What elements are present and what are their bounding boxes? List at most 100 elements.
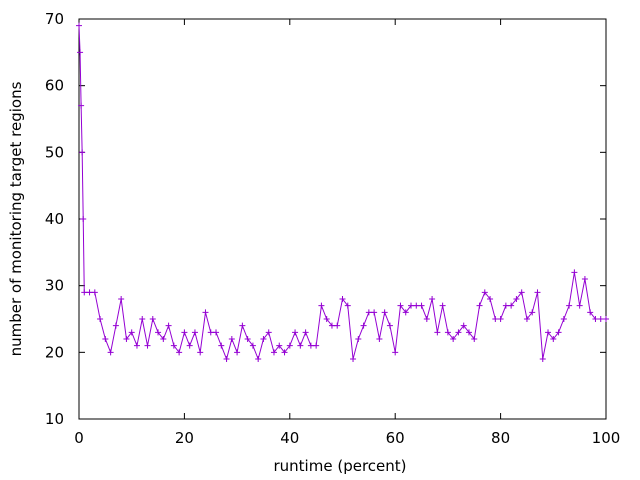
data-point xyxy=(334,322,341,329)
data-point xyxy=(91,289,98,296)
data-point xyxy=(213,329,220,336)
data-point xyxy=(502,302,509,309)
data-point xyxy=(529,309,536,316)
data-point xyxy=(392,349,399,356)
data-point xyxy=(197,349,204,356)
data-point xyxy=(539,356,546,362)
data-point xyxy=(260,336,267,342)
data-point xyxy=(444,329,451,336)
y-tick-label: 40 xyxy=(45,210,64,228)
data-point xyxy=(365,309,372,316)
data-point xyxy=(487,296,494,302)
data-point xyxy=(566,302,573,309)
tick-labels: 0 20 40 60 80 100 10 20 30 40 50 60 70 xyxy=(45,10,620,447)
data-point xyxy=(592,316,599,322)
series-markers xyxy=(76,22,609,362)
data-point xyxy=(133,342,140,349)
data-point xyxy=(81,289,88,296)
data-point xyxy=(318,302,325,309)
data-point xyxy=(255,356,262,362)
y-tick-label: 70 xyxy=(45,10,64,28)
data-point xyxy=(560,316,567,322)
data-point xyxy=(534,289,541,296)
data-point xyxy=(360,322,367,329)
data-point xyxy=(408,302,415,309)
data-point xyxy=(249,342,256,349)
data-point xyxy=(471,336,478,342)
data-point xyxy=(78,102,85,109)
data-point xyxy=(571,269,578,276)
data-point xyxy=(476,302,483,309)
data-point xyxy=(107,349,114,356)
data-point xyxy=(281,349,288,356)
data-point xyxy=(508,302,515,309)
data-point xyxy=(223,356,230,362)
data-point xyxy=(434,329,441,336)
data-point xyxy=(413,302,420,309)
y-tick-label: 20 xyxy=(45,343,64,361)
data-point xyxy=(265,329,272,336)
data-point xyxy=(587,309,594,316)
data-point xyxy=(239,322,246,329)
x-tick-label: 40 xyxy=(280,429,299,447)
data-point xyxy=(244,336,251,342)
y-tick-label: 30 xyxy=(45,277,64,295)
data-point xyxy=(381,309,388,316)
data-point xyxy=(286,342,293,349)
y-tick-label: 60 xyxy=(45,77,64,95)
data-point xyxy=(170,342,177,349)
data-point xyxy=(603,316,609,322)
data-point xyxy=(118,296,125,302)
data-point xyxy=(176,349,183,356)
data-point xyxy=(423,316,430,322)
data-point xyxy=(555,329,562,336)
x-tick-label: 80 xyxy=(491,429,510,447)
data-point xyxy=(518,289,525,296)
data-point xyxy=(292,329,299,336)
data-point xyxy=(402,309,409,316)
data-point xyxy=(481,289,488,296)
data-point xyxy=(202,309,209,316)
y-tick-label: 50 xyxy=(45,143,64,161)
data-point xyxy=(581,276,588,282)
data-point xyxy=(418,302,425,309)
data-point xyxy=(102,336,109,342)
x-tick-label: 0 xyxy=(74,429,84,447)
data-point xyxy=(545,329,552,336)
x-tick-label: 60 xyxy=(386,429,405,447)
data-point xyxy=(465,329,472,336)
x-axis-label: runtime (percent) xyxy=(274,457,407,475)
data-point xyxy=(191,329,198,336)
data-point xyxy=(550,336,557,342)
x-tick-label: 100 xyxy=(592,429,621,447)
data-point xyxy=(160,336,167,342)
data-point xyxy=(123,336,130,342)
data-point xyxy=(455,329,462,336)
data-point xyxy=(492,316,499,322)
data-point xyxy=(270,349,277,356)
data-point xyxy=(344,302,351,309)
data-point xyxy=(181,329,188,336)
data-point xyxy=(149,316,156,322)
y-axis-label: number of monitoring target regions xyxy=(7,81,25,356)
data-point xyxy=(323,316,330,322)
data-point xyxy=(234,349,241,356)
data-point xyxy=(139,316,146,322)
x-tick-label: 20 xyxy=(175,429,194,447)
data-point xyxy=(207,329,214,336)
data-point xyxy=(376,336,383,342)
data-point xyxy=(297,342,304,349)
data-point xyxy=(397,302,404,309)
data-point xyxy=(76,22,82,29)
data-point xyxy=(302,329,309,336)
series-line xyxy=(78,25,606,361)
data-point xyxy=(497,316,504,322)
axis-ticks xyxy=(78,18,607,420)
y-tick-label: 10 xyxy=(45,410,64,428)
data-point xyxy=(597,316,604,322)
data-point xyxy=(112,322,119,329)
data-point xyxy=(328,322,335,329)
data-point xyxy=(276,342,283,349)
data-point xyxy=(439,302,446,309)
